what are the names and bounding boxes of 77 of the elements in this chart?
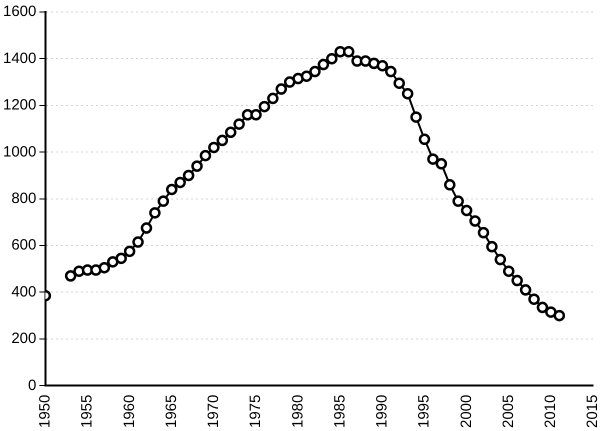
- point: [318, 58, 330, 70]
- point: [149, 207, 161, 219]
- x-tick-label: 1960: [120, 394, 138, 428]
- point: [376, 60, 388, 72]
- y-tick-label: 600: [11, 236, 36, 254]
- point: [258, 100, 270, 112]
- y-tick-label: 400: [11, 283, 36, 300]
- x-tick-label: 1950: [36, 394, 54, 428]
- point: [436, 158, 448, 170]
- point: [385, 66, 397, 78]
- point: [545, 306, 557, 318]
- x-tick-label: 1970: [205, 394, 222, 428]
- y-tick-label: 1200: [2, 96, 36, 114]
- point: [224, 126, 236, 138]
- point: [478, 226, 490, 238]
- point: [124, 246, 136, 258]
- point: [368, 58, 380, 70]
- x-tick-label: 1990: [374, 394, 391, 428]
- point: [208, 142, 220, 154]
- point: [469, 215, 481, 227]
- point: [292, 72, 304, 84]
- x-tick-label: 1980: [289, 394, 306, 428]
- point: [90, 264, 102, 276]
- point: [360, 55, 372, 67]
- point: [402, 88, 414, 100]
- point: [300, 70, 312, 82]
- point: [182, 170, 194, 182]
- point: [233, 118, 245, 130]
- point: [98, 262, 110, 274]
- point: [191, 160, 203, 172]
- point: [520, 284, 532, 296]
- point: [393, 77, 405, 89]
- point: [326, 52, 338, 64]
- point: [511, 274, 523, 286]
- x-tick-label: 2000: [458, 394, 475, 428]
- x-tick-label: 1985: [331, 394, 348, 428]
- y-tick-label: 1000: [2, 143, 36, 160]
- point: [460, 204, 472, 216]
- x-tick-label: 2010: [542, 394, 560, 428]
- x-tick-label: 1995: [416, 394, 433, 428]
- point: [418, 134, 430, 146]
- point: [309, 66, 321, 78]
- x-tick-label: 1955: [78, 394, 96, 428]
- point: [452, 195, 464, 207]
- point: [140, 222, 152, 234]
- x-tick-label: 1965: [162, 394, 180, 428]
- point: [342, 46, 354, 58]
- point: [166, 184, 178, 196]
- x-tick-label: 2015: [584, 394, 602, 428]
- point: [276, 83, 288, 95]
- point: [444, 179, 456, 191]
- x-tick-label: 2005: [500, 394, 517, 428]
- point: [494, 254, 506, 266]
- point: [250, 109, 262, 120]
- y-tick-label: 200: [11, 330, 36, 348]
- point: [410, 111, 422, 123]
- point: [486, 240, 498, 252]
- y-tick-label: 1600: [2, 3, 36, 20]
- point: [107, 256, 119, 268]
- point: [216, 134, 228, 146]
- point: [158, 195, 170, 207]
- point: [554, 310, 566, 322]
- point: [174, 176, 186, 188]
- point: [503, 265, 514, 277]
- y-tick-label: 0: [28, 376, 36, 394]
- point: [64, 270, 76, 282]
- point: [267, 92, 279, 104]
- point: [528, 293, 540, 305]
- point: [132, 236, 144, 248]
- y-tick-label: 800: [11, 190, 36, 207]
- point: [427, 153, 439, 165]
- y-tick-label: 1400: [2, 50, 36, 67]
- point: [284, 76, 296, 88]
- point: [536, 302, 548, 314]
- point: [115, 252, 127, 264]
- point: [200, 150, 212, 162]
- x-tick-label: 1975: [247, 394, 264, 428]
